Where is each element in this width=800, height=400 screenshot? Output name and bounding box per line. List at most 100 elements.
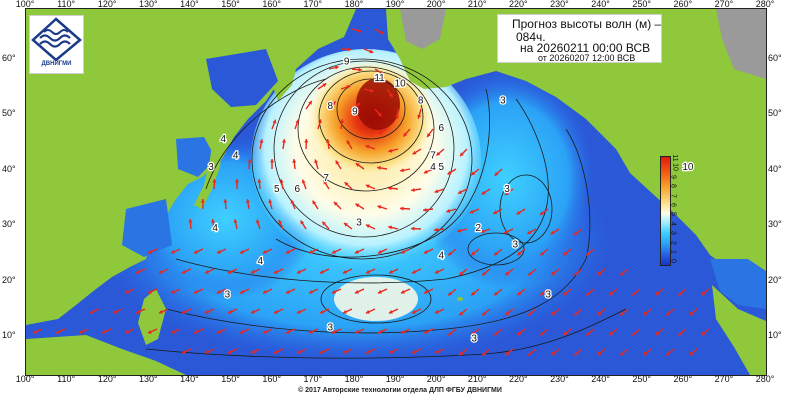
wave-arrow-head [388,225,393,230]
colorbar-label: 11 [671,154,679,162]
wave-arrow-head [278,219,283,224]
wave-arrow-head [354,329,359,334]
wave-arrow-head [342,269,347,274]
longitude-tick: 130° [139,0,158,9]
wave-arrow-head [227,309,232,314]
wave-arrow-head [290,199,295,204]
wave-arrow-head [304,139,309,143]
wave-arrow-head [314,159,319,164]
wave-arrow-head [322,83,327,88]
wave-arrow-head [234,179,239,183]
longitude-tick: 200° [426,0,446,9]
contour-label: 11 [374,73,385,84]
wave-arrow-head [365,224,370,229]
forecast-lead-time: 084ч. [516,30,546,44]
wave-arrow-head [355,163,360,167]
sea-okhotsk [206,49,278,107]
wave-arrow-head [423,249,428,254]
wave-arrow-head [388,349,393,354]
wave-arrow-head [359,120,363,125]
wave-arrow-head [357,28,362,33]
wave-arrow-head [539,211,544,215]
wave-arrow-head [273,269,278,274]
longitude-tick: 160° [262,374,281,384]
wave-arrow-head [655,291,660,296]
wave-arrow-head [269,159,275,163]
wave-arrow-head [325,139,331,143]
wave-arrow-head [158,269,163,274]
wave-arrow-head [620,351,625,356]
wave-arrow-head [344,182,349,187]
forecast-title: Прогноз высоты волн (м) – [512,17,662,31]
wave-arrow-head [666,351,671,356]
wave-arrow-head [482,351,487,356]
wave-arrow-head [643,351,648,356]
wave-arrow-head [701,331,706,336]
wave-arrow-head [540,331,545,336]
wave-arrow-head [563,251,568,256]
wave-arrow-head [308,249,313,254]
wave-arrow-head [334,65,339,70]
wave-arrow-head [494,251,499,256]
wave-arrow-head [250,309,255,314]
wave-arrow-head [300,220,305,225]
wave-arrow-head [216,289,221,294]
contour-label: 7 [430,151,436,162]
contour-label: 5 [438,162,444,173]
wave-arrow-head [540,251,545,256]
wave-arrow-head [516,210,521,215]
wave-arrow-head [471,291,476,296]
wave-arrow-head [262,329,267,334]
wave-arrow-head [147,289,152,294]
contour-label: 10 [682,162,694,173]
latitude-tick: 30° [2,219,16,230]
wave-arrow-head [181,309,186,314]
wave-arrow-head [448,291,453,296]
colorbar-label: 0 [669,259,677,264]
wave-arrow-head [296,269,301,274]
longitude-tick: 150° [221,0,240,9]
wave-arrow-head [268,199,273,204]
wave-arrow-head [388,186,392,191]
longitude-tick: 220° [509,0,528,9]
wave-arrow-head [550,230,555,235]
sea-ice-arctic [716,9,766,79]
contour-label: 4 [438,251,444,262]
wave-arrow-head [233,219,238,224]
contour-label: 9 [352,106,358,117]
dvnigmi-logo: ДВНИГМИ [29,15,84,74]
contour-label: 7 [323,173,329,184]
wave-arrow-head [494,291,499,296]
wave-arrow-head [643,311,648,316]
wave-arrow-head [216,329,221,334]
wave-arrow-head [193,289,198,294]
wave-arrow-head [574,311,579,316]
wave-arrow-head [528,351,533,356]
gulf-of-mexico [710,259,766,309]
land-north-america [386,9,766,275]
wave-arrow-head [227,269,232,274]
sea-ice-bering [400,9,446,49]
latitude-tick: 10° [2,330,16,341]
wave-arrow-head [469,209,474,214]
wave-arrow-head [666,311,671,316]
wave-arrow-head [597,311,602,316]
wave-arrow-head [273,349,278,354]
wave-arrow-head [388,148,393,153]
land-hawaii [457,297,463,301]
latitude-tick: 50° [768,108,782,119]
wave-arrow-head [369,49,374,54]
contour-label: 4 [221,134,227,145]
longitude-tick: 270° [714,374,734,384]
longitude-tick: 200° [426,374,446,384]
wave-arrow-head [411,187,415,193]
wave-arrow-head [354,249,359,254]
wave-arrow-head [343,223,348,227]
wave-arrow-head [135,269,140,274]
contour-label: 4 [212,223,218,234]
wave-arrow-head [434,227,438,232]
wave-arrow-head [250,349,255,354]
wave-arrow-head [292,159,297,163]
contour-label: 3 [356,217,362,228]
forecast-valid-time: на 20260211 00:00 ВСВ [520,41,651,55]
